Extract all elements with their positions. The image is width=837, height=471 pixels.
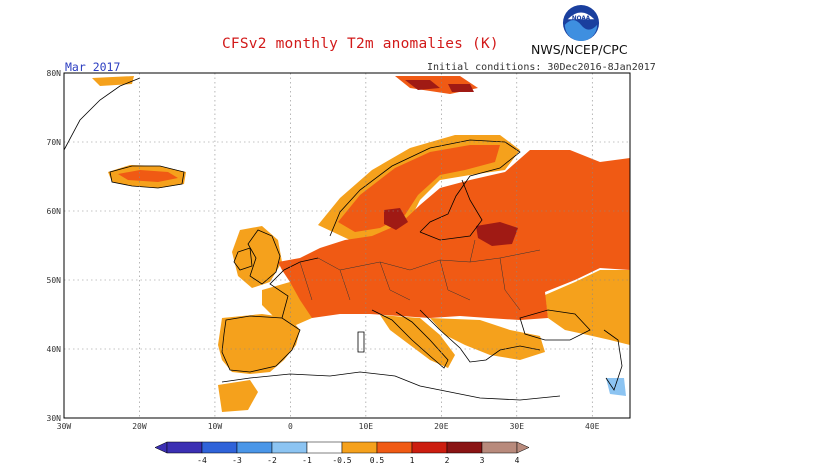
coastline-uk — [247, 229, 281, 285]
colorbar-swatch — [341, 441, 378, 454]
coastline-corsica-sardinia — [357, 331, 365, 353]
initial-conditions: Initial conditions: 30Dec2016-8Jan2017 — [427, 62, 656, 73]
colorbar-tick-label: 3 — [480, 456, 485, 465]
colorbar-swatch — [201, 441, 238, 454]
map-field — [64, 73, 630, 418]
colorbar-tick-label: 4 — [515, 456, 520, 465]
anomaly-region-russia-light — [545, 270, 630, 345]
colorbar-max-arrow — [516, 441, 530, 454]
colorbar-tick-label: 2 — [445, 456, 450, 465]
noaa-logo-bird — [567, 12, 595, 20]
colorbar-swatch — [411, 441, 448, 454]
coastline-ireland — [233, 247, 253, 271]
colorbar-swatch — [446, 441, 483, 454]
colorbar-tick-label: -3 — [232, 456, 242, 465]
lat-tick-label: 50N — [47, 276, 62, 285]
anomaly-region-arctic-strong-2 — [448, 84, 474, 92]
lat-tick-label: 80N — [47, 69, 62, 78]
agency-label: NWS/NCEP/CPC — [531, 42, 628, 57]
border-lines-east — [409, 239, 541, 311]
lon-tick-label: 10W — [208, 422, 223, 431]
anomaly-region-baltic-strong — [476, 222, 518, 246]
anomaly-shading — [92, 76, 630, 412]
anomaly-region-greenland-light — [92, 76, 134, 86]
anomaly-region-scandinavia-mid — [338, 145, 500, 232]
colorbar-min-arrow — [154, 441, 168, 454]
noaa-logo-text: NOAA — [572, 16, 591, 22]
coastline-france — [269, 257, 319, 319]
colorbar-swatch — [376, 441, 413, 454]
coastline-blacksea — [519, 309, 591, 341]
lat-tick-label: 60N — [47, 207, 62, 216]
lon-tick-label: 10E — [359, 422, 374, 431]
lon-tick-label: 20W — [132, 422, 147, 431]
anomaly-region-arctic-strong — [405, 80, 440, 90]
lon-tick-label: 20E — [434, 422, 449, 431]
anomaly-region-caspian-cool — [606, 378, 626, 396]
anomaly-region-uk-light — [232, 226, 282, 288]
coastline-scandinavia — [329, 139, 521, 237]
colorbar: -4 -3 -2 -1 -0.5 0.5 1 2 3 4 — [154, 441, 530, 465]
colorbar-swatch — [271, 441, 308, 454]
anomaly-region-balkans-light — [430, 318, 545, 360]
lon-tick-label: 30W — [57, 422, 72, 431]
anomaly-region-northafrica-light — [218, 380, 258, 412]
forecast-month: Mar 2017 — [65, 60, 121, 74]
border-lines-west — [299, 257, 411, 301]
anomaly-region-italy-light — [380, 315, 455, 368]
coastline-northafrica — [221, 371, 561, 401]
coastline-greenland — [64, 77, 141, 151]
coastline-balkans — [419, 309, 541, 363]
map-title: CFSv2 monthly T2m anomalies (K) — [222, 36, 499, 52]
coastline-baltic — [419, 179, 483, 241]
colorbar-tick-label: 1 — [410, 456, 415, 465]
coastline-caspian — [603, 329, 623, 391]
coastline-italy — [371, 309, 449, 369]
colorbar-swatch — [236, 441, 273, 454]
colorbar-tick-label: -2 — [267, 456, 277, 465]
colorbar-swatch — [481, 441, 518, 454]
lat-tick-label: 70N — [47, 138, 62, 147]
colorbar-tick-label: -4 — [197, 456, 207, 465]
lon-tick-label: 40E — [585, 422, 600, 431]
map-frame — [63, 72, 631, 419]
anomaly-region-iceland-mid — [118, 170, 178, 182]
noaa-logo-wave — [564, 20, 598, 42]
colorbar-swatch — [306, 441, 343, 454]
coastline-iceland — [109, 165, 185, 189]
lat-tick-label: 40N — [47, 345, 62, 354]
lon-tick-label: 0 — [288, 422, 293, 431]
gridlines — [64, 73, 630, 418]
colorbar-tick-label: 0.5 — [370, 456, 385, 465]
noaa-logo: NOAA — [562, 4, 600, 42]
anomaly-region-iberia-light — [218, 314, 300, 374]
colorbar-swatch — [166, 441, 203, 454]
anomaly-region-sweden-strong — [384, 208, 408, 230]
colorbar-tick-label: -1 — [302, 456, 312, 465]
coastlines — [64, 77, 623, 401]
colorbar-tick-label: -0.5 — [332, 456, 351, 465]
lon-tick-label: 30E — [510, 422, 525, 431]
coastline-iberia — [221, 315, 301, 373]
lat-tick-label: 30N — [47, 414, 62, 423]
country-borders — [299, 239, 541, 311]
anomaly-region-mid — [278, 150, 630, 320]
